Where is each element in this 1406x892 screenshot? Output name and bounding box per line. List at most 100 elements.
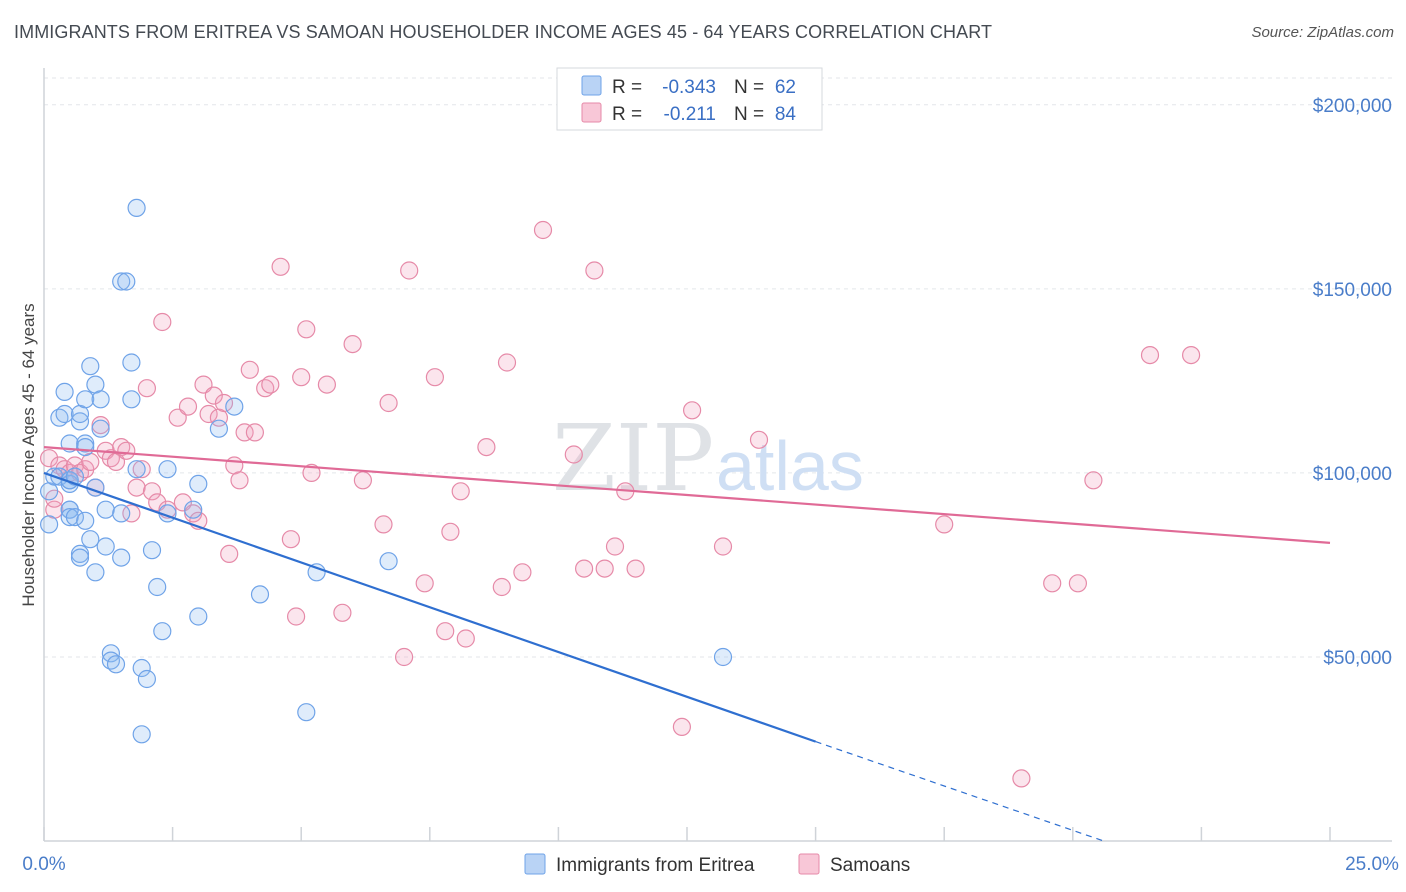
legend-r-value-samoans: -0.211 — [664, 104, 716, 125]
point-samoans — [497, 353, 517, 372]
y-tick-label: $200,000 — [1313, 96, 1392, 117]
point-eritrea — [55, 382, 74, 401]
x-tick-label-min: 0.0% — [22, 854, 65, 875]
legend-n-label-samoans: N = — [734, 104, 764, 125]
point-samoans — [605, 537, 625, 556]
point-eritrea — [225, 397, 244, 416]
point-samoans — [682, 401, 702, 420]
point-samoans — [374, 515, 393, 534]
point-eritrea — [96, 537, 115, 556]
correlation-legend: R = -0.343 N = 62 R = -0.211 N = 84 — [556, 67, 823, 131]
point-eritrea — [91, 390, 110, 409]
trend-line-eritrea — [43, 471, 816, 743]
point-eritrea — [76, 390, 95, 409]
point-samoans — [261, 375, 280, 394]
point-eritrea — [189, 474, 208, 493]
legend-n-value-eritrea: 62 — [775, 77, 796, 98]
point-samoans — [245, 423, 264, 442]
x-tick-label-max: 25.0% — [1345, 854, 1399, 875]
point-samoans — [379, 393, 398, 413]
point-samoans — [297, 320, 316, 339]
series-legend-swatch-eritrea — [524, 853, 546, 875]
point-samoans — [292, 368, 311, 387]
y-tick-label: $50,000 — [1323, 648, 1392, 669]
point-eritrea — [122, 353, 141, 372]
legend-r-value-eritrea: -0.343 — [662, 77, 716, 98]
point-eritrea — [132, 658, 151, 678]
point-samoans — [117, 441, 136, 460]
point-eritrea — [65, 467, 85, 486]
series-legend: Immigrants from Eritrea Samoans — [524, 853, 910, 876]
point-samoans — [132, 460, 151, 479]
point-eritrea — [106, 655, 126, 674]
point-samoans — [168, 408, 187, 427]
point-samoans — [564, 445, 583, 464]
point-samoans — [343, 335, 362, 354]
point-samoans — [1012, 769, 1031, 788]
point-eritrea — [76, 438, 95, 457]
point-eritrea — [142, 541, 162, 560]
point-eritrea — [86, 563, 105, 582]
point-samoans — [1068, 574, 1088, 593]
point-eritrea — [81, 530, 100, 549]
point-samoans — [395, 647, 414, 667]
point-samoans — [220, 544, 239, 564]
point-samoans — [214, 393, 234, 413]
point-eritrea — [112, 504, 131, 523]
point-eritrea — [76, 511, 95, 530]
point-samoans — [477, 438, 496, 457]
point-samoans — [713, 537, 733, 556]
point-samoans — [595, 559, 614, 578]
point-samoans — [626, 559, 645, 578]
axes — [43, 68, 1392, 842]
point-samoans — [256, 379, 275, 398]
point-samoans — [137, 379, 156, 398]
point-eritrea — [132, 725, 151, 744]
point-eritrea — [307, 563, 326, 582]
point-eritrea — [112, 548, 131, 567]
point-eritrea — [81, 357, 100, 376]
legend-n-value-samoans: 84 — [775, 104, 797, 125]
point-samoans — [178, 397, 198, 416]
trend-line-samoans — [43, 446, 1331, 544]
watermark-atlas: atlas — [716, 427, 864, 505]
point-eritrea — [39, 515, 59, 534]
point-samoans — [935, 515, 954, 534]
point-samoans — [235, 423, 254, 442]
point-eritrea — [70, 412, 90, 431]
point-eritrea — [101, 644, 121, 663]
point-samoans — [281, 530, 300, 549]
point-samoans — [533, 220, 553, 240]
point-eritrea — [250, 585, 270, 604]
point-eritrea — [117, 272, 136, 291]
point-eritrea — [65, 507, 85, 527]
point-samoans — [317, 375, 336, 394]
legend-swatch-eritrea — [581, 75, 602, 96]
point-samoans — [230, 471, 249, 490]
point-eritrea — [209, 419, 228, 438]
point-samoans — [1181, 346, 1201, 365]
point-samoans — [672, 717, 692, 737]
series-legend-swatch-samoans — [798, 853, 820, 875]
point-eritrea — [148, 577, 167, 597]
point-samoans — [1140, 346, 1160, 365]
point-eritrea — [70, 548, 90, 567]
legend-r-label-samoans: R = — [612, 104, 642, 125]
point-eritrea — [127, 460, 146, 479]
point-samoans — [749, 430, 769, 449]
point-samoans — [585, 261, 604, 280]
series-legend-label-samoans: Samoans — [830, 855, 910, 876]
point-samoans — [415, 574, 434, 593]
point-samoans — [153, 312, 172, 332]
point-samoans — [302, 463, 321, 482]
point-eritrea — [96, 500, 115, 519]
point-eritrea — [184, 500, 203, 519]
y-tick-label: $100,000 — [1313, 464, 1392, 485]
point-samoans — [142, 482, 162, 501]
point-samoans — [441, 522, 460, 541]
y-tick-label: $150,000 — [1313, 280, 1392, 301]
point-samoans — [451, 482, 470, 501]
point-samoans — [1084, 471, 1103, 490]
point-samoans — [199, 404, 218, 424]
